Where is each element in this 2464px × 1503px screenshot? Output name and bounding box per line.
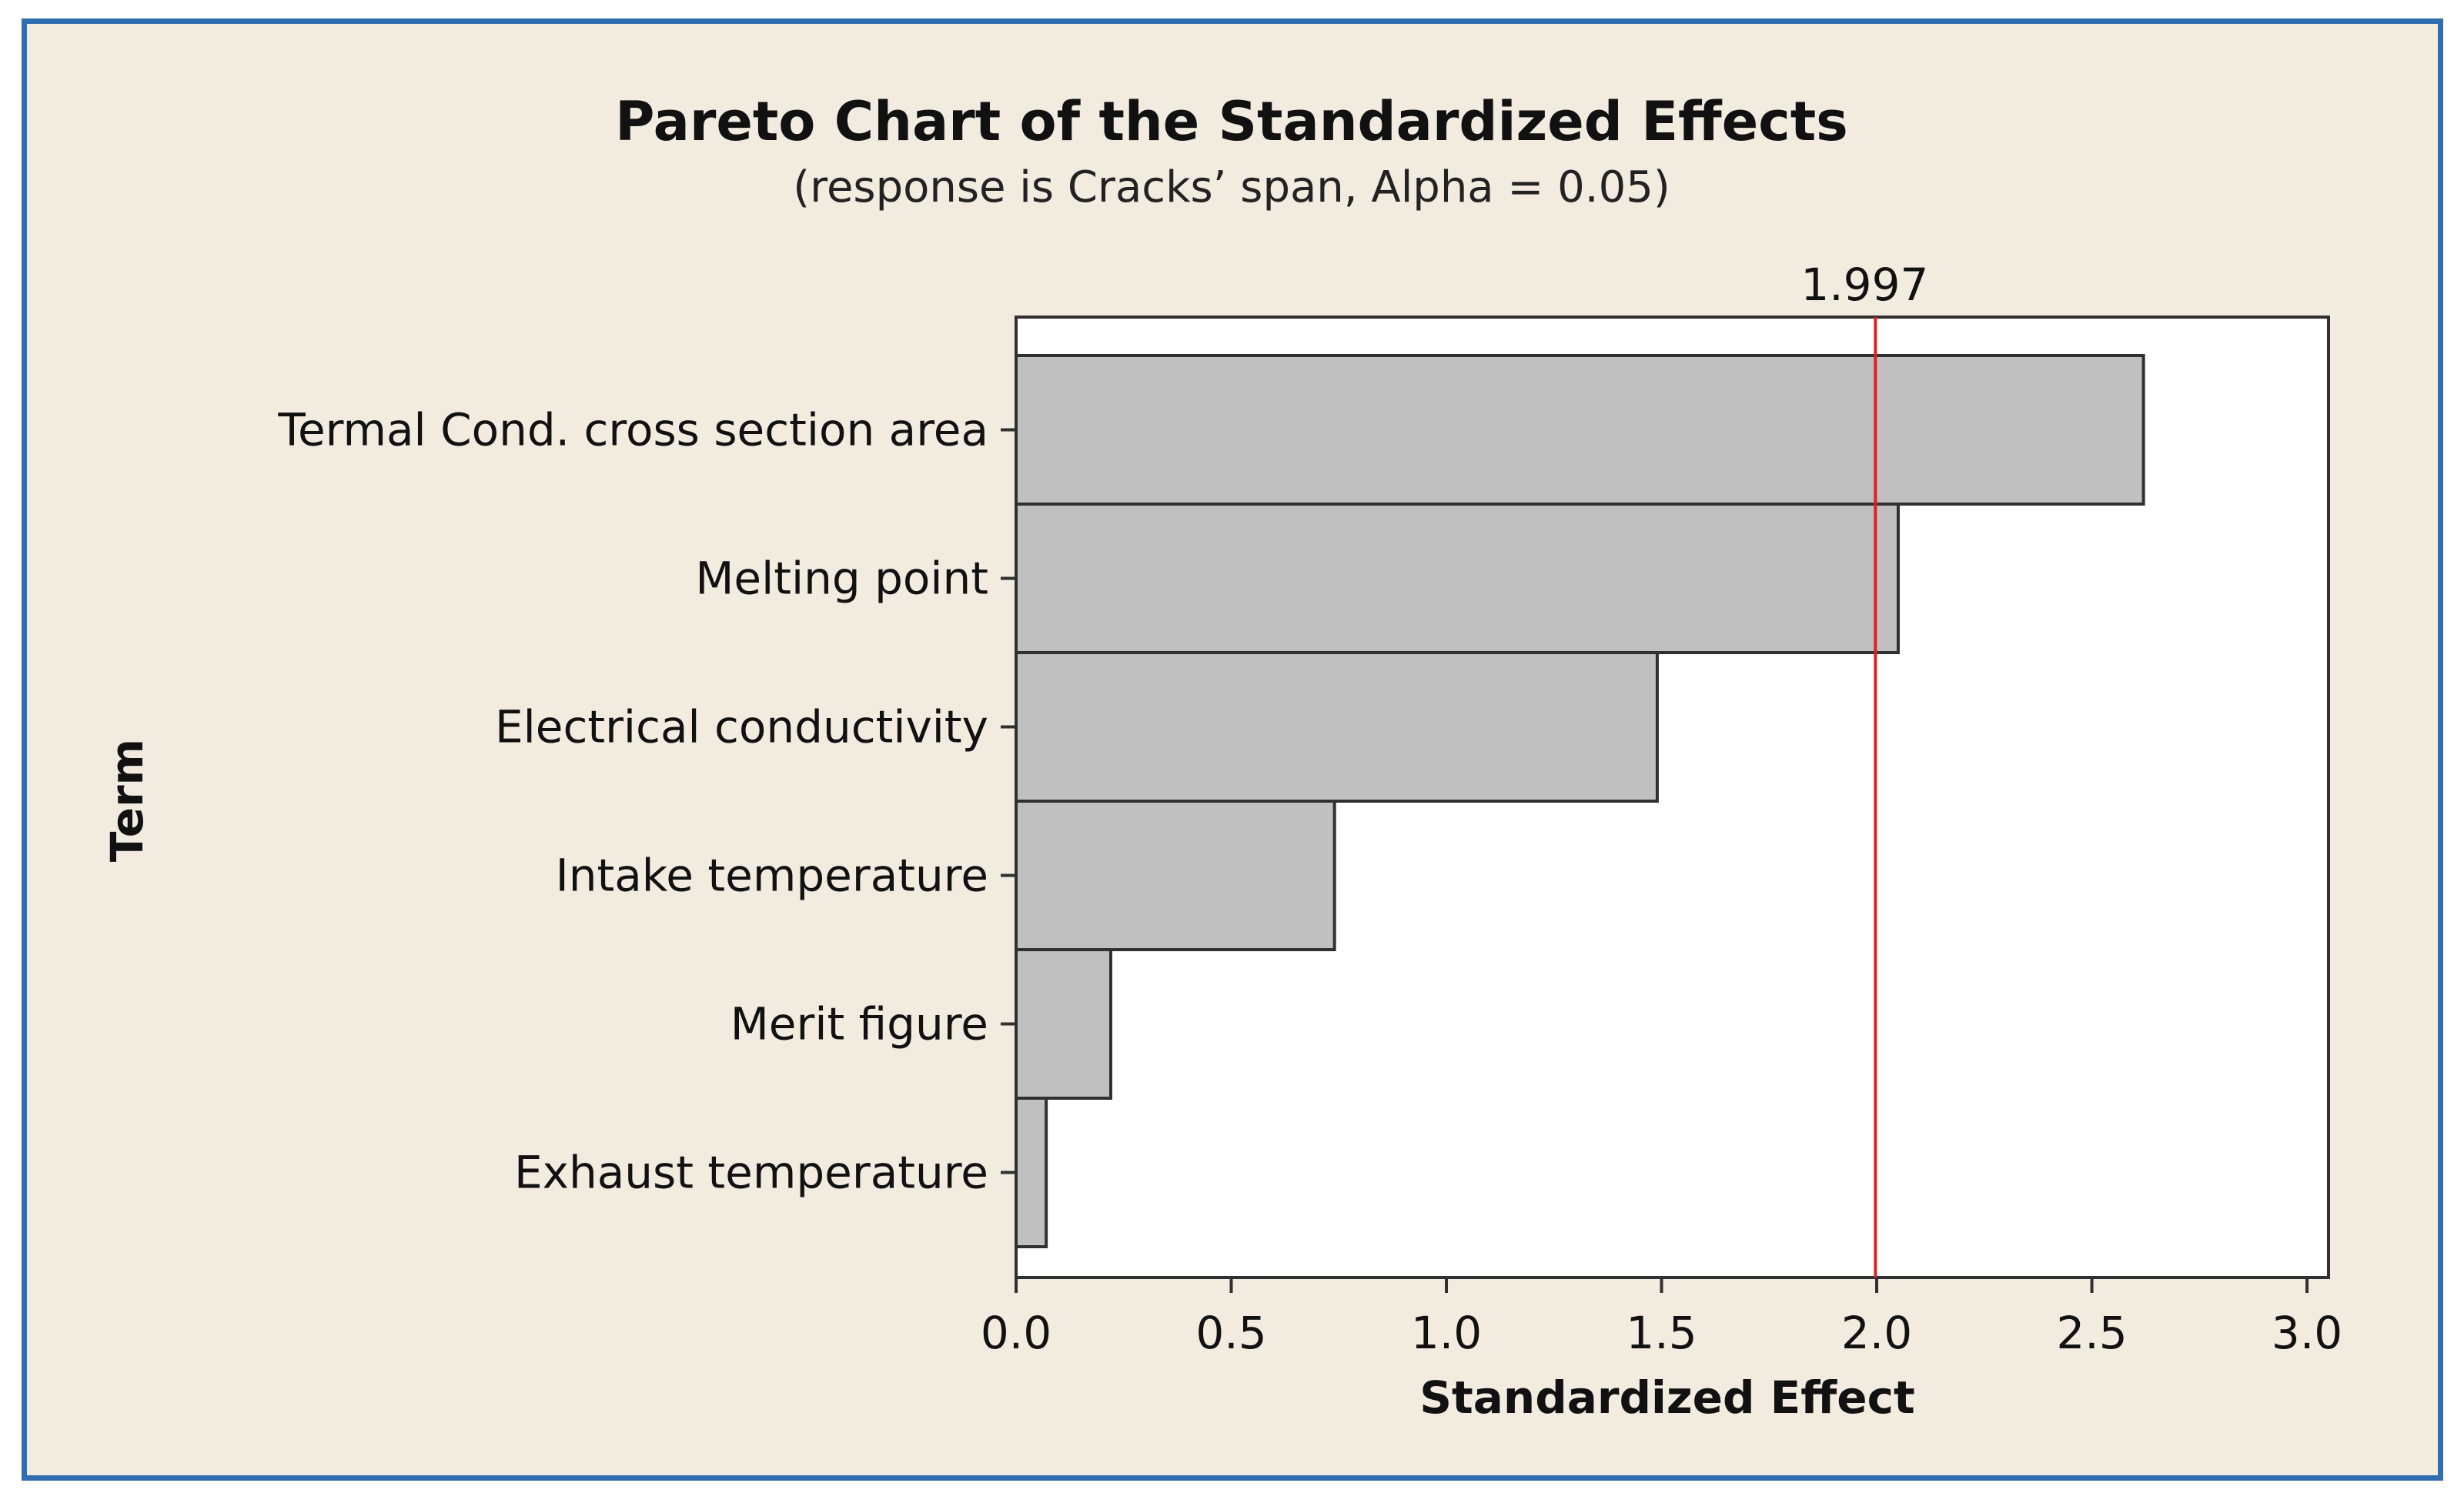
- bar: [1015, 1097, 1048, 1248]
- x-tick-label: 3.0: [2272, 1307, 2342, 1359]
- x-tick-label: 0.5: [1195, 1307, 1266, 1359]
- y-tick-label: Merit figure: [731, 998, 988, 1050]
- x-tick-label: 2.5: [2056, 1307, 2127, 1359]
- bar: [1015, 354, 2145, 506]
- bar: [1015, 503, 1900, 654]
- bar: [1015, 800, 1336, 951]
- bar: [1015, 651, 1659, 803]
- y-tick-label: Exhaust temperature: [514, 1147, 988, 1199]
- y-tick-label: Melting point: [695, 553, 988, 605]
- y-tick-label: Electrical conductivity: [495, 701, 988, 753]
- bar: [1015, 948, 1112, 1100]
- x-tick-label: 0.0: [981, 1307, 1051, 1359]
- y-tick-label: Intake temperature: [556, 850, 988, 902]
- y-tick-label: Termal Cond. cross section area: [277, 404, 988, 456]
- chart-title: Pareto Chart of the Standardized Effects: [615, 90, 1848, 153]
- x-tick-label: 1.0: [1411, 1307, 1482, 1359]
- x-tick-label: 1.5: [1626, 1307, 1697, 1359]
- y-axis-label: Term: [101, 739, 153, 862]
- chart-subtitle: (response is Cracks’ span, Alpha = 0.05): [793, 162, 1670, 212]
- reference-line-label: 1.997: [1800, 259, 1928, 311]
- x-tick-label: 2.0: [1841, 1307, 1912, 1359]
- x-axis-label: Standardized Effect: [1419, 1371, 1914, 1424]
